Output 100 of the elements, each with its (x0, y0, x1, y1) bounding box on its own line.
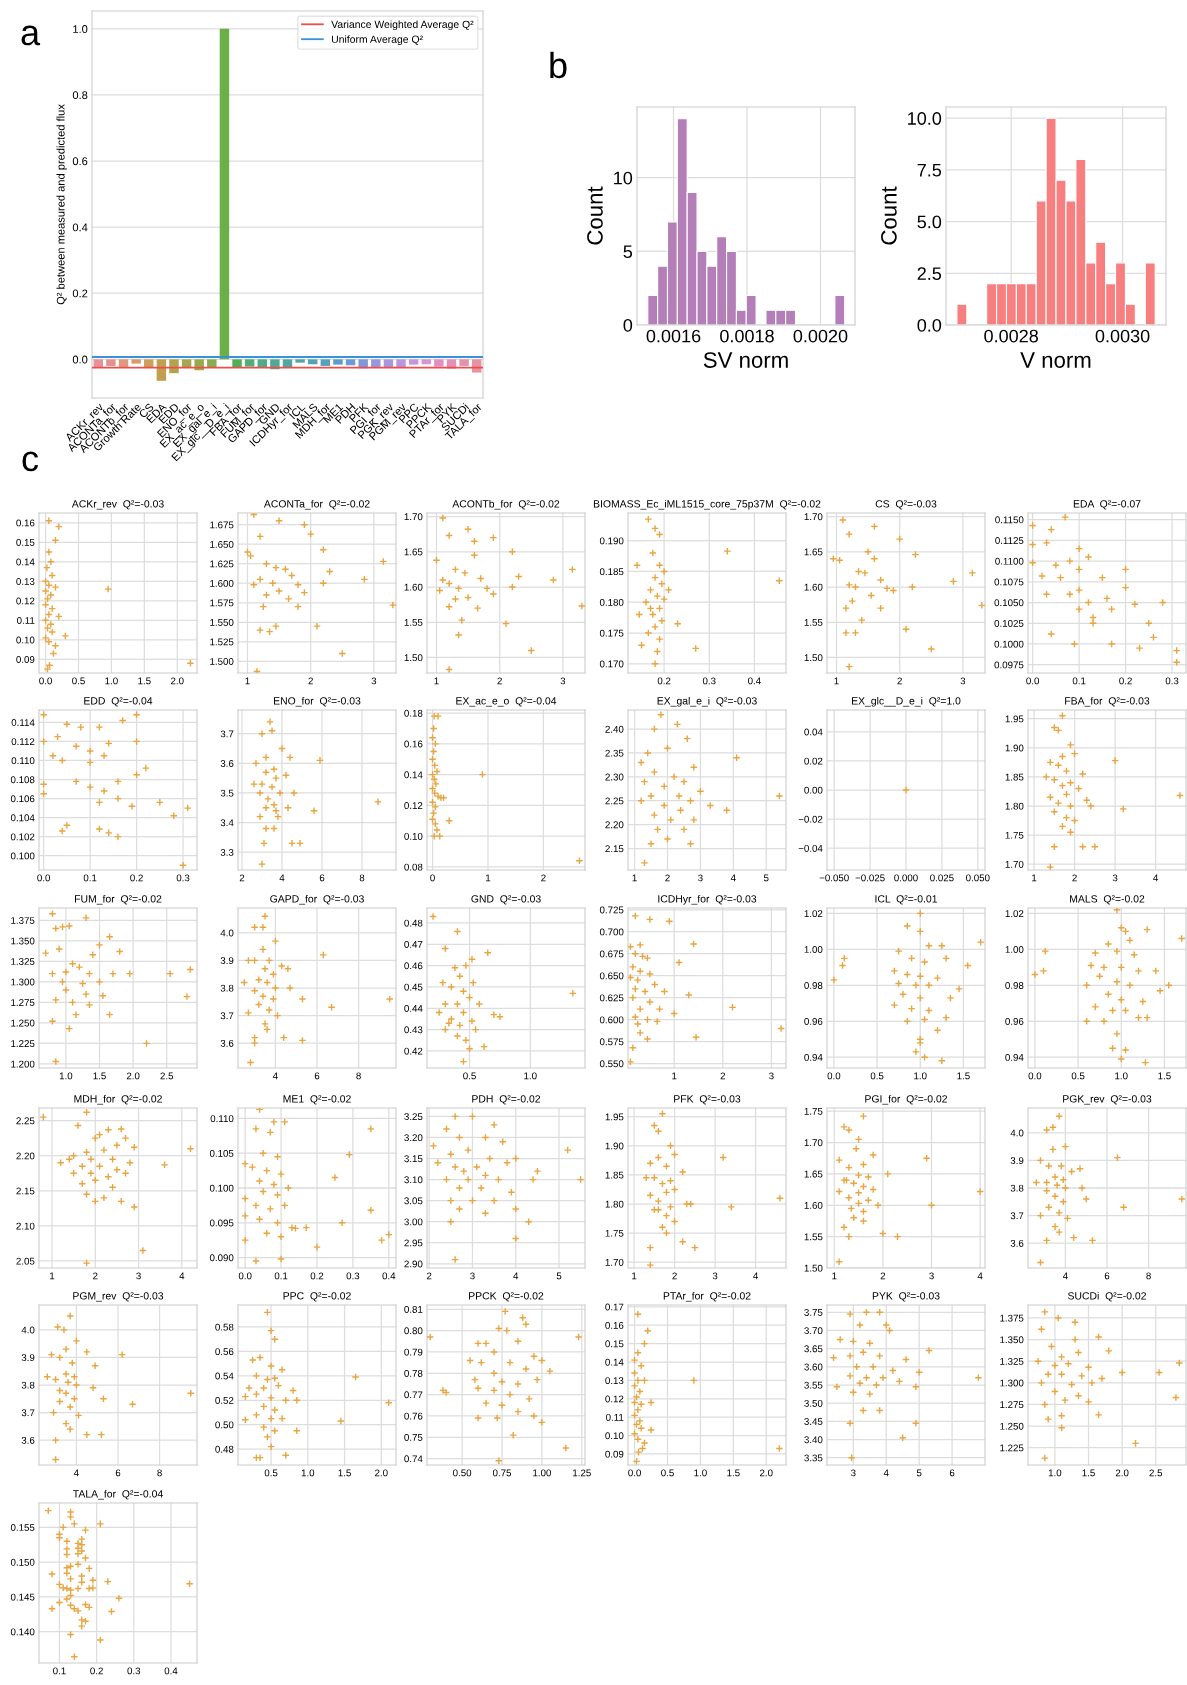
point (976, 1187, 985, 1196)
chart-title: FBA_for Q²=-0.03 (1065, 696, 1150, 707)
point (647, 1398, 655, 1407)
point (446, 1196, 455, 1205)
point (637, 1361, 646, 1370)
point (261, 1019, 269, 1028)
point (525, 1394, 534, 1403)
point (1091, 1002, 1100, 1011)
point (77, 1535, 86, 1544)
point (114, 1594, 123, 1603)
point (66, 1508, 75, 1516)
point (942, 1013, 951, 1022)
point (1078, 1184, 1087, 1192)
x-tick-label: 0.0 (628, 1469, 641, 1477)
y-tick-label: 2.15 (605, 845, 624, 853)
point (860, 568, 869, 577)
point (66, 1586, 75, 1594)
point (911, 1419, 920, 1428)
point (855, 1379, 864, 1388)
point (271, 937, 280, 946)
point (118, 1350, 127, 1359)
point (1075, 544, 1084, 553)
point (252, 759, 260, 768)
point (836, 1335, 845, 1344)
x-tick-label: 2.0 (1115, 1469, 1129, 1477)
point (645, 998, 654, 1007)
y-tick-label: 1.50 (804, 1264, 823, 1272)
point (1040, 1307, 1049, 1316)
point (62, 1595, 71, 1603)
x-tick-label: 2 (665, 874, 670, 882)
point (835, 1257, 844, 1266)
point (1055, 1208, 1064, 1217)
point (628, 962, 637, 971)
point (529, 1175, 538, 1184)
point (104, 828, 113, 837)
point (665, 917, 674, 926)
y-tick-label: 1.90 (1005, 744, 1024, 752)
x-tick-label: 1.5 (727, 1469, 740, 1477)
point (1076, 1164, 1084, 1173)
y-tick-label: 0.190 (599, 537, 624, 545)
y-tick-label: 0.12 (605, 1395, 624, 1403)
x-tick-label: 2.0 (126, 1072, 140, 1080)
point (62, 1544, 71, 1553)
y-tick-label: 0.79 (404, 1348, 423, 1356)
y-tick-label: 0.100 (10, 852, 35, 860)
point (451, 1162, 460, 1171)
y-tick-label: 3.8 (1010, 1184, 1024, 1192)
point (62, 1550, 71, 1559)
point (696, 787, 705, 796)
y-tick-label: 1.650 (210, 540, 234, 548)
point (651, 524, 660, 533)
point (460, 568, 469, 577)
point (650, 811, 659, 820)
point (96, 1519, 105, 1528)
point (1107, 640, 1116, 648)
point (1112, 947, 1121, 956)
point (1084, 1397, 1093, 1406)
point (637, 758, 646, 767)
chart-title: ACONTb_for Q²=-0.02 (452, 499, 560, 510)
point (298, 995, 307, 1003)
y-tick-label: 0.10 (605, 1432, 624, 1440)
point (39, 789, 48, 798)
x-tick-label: 3 (712, 1272, 718, 1280)
point (574, 1333, 583, 1341)
x-tick-label: 2 (497, 677, 502, 685)
point (1042, 538, 1051, 547)
point (924, 941, 933, 950)
point (453, 1032, 462, 1040)
point (72, 777, 81, 786)
point (506, 1358, 514, 1367)
x-tick-label: 1.0 (59, 1072, 73, 1080)
x-tick-label: 2.5 (160, 1072, 174, 1080)
point (104, 585, 113, 594)
x-tick-label: 0.4 (748, 677, 761, 685)
point (854, 1171, 863, 1180)
point (75, 963, 84, 972)
point (1084, 552, 1093, 561)
point (70, 1519, 79, 1528)
point (250, 1039, 259, 1048)
point (1070, 640, 1079, 648)
point (72, 1336, 81, 1345)
point (127, 802, 136, 811)
point (514, 1379, 522, 1388)
point (58, 977, 67, 986)
point (633, 561, 641, 570)
point (91, 1134, 100, 1143)
y-tick-label: 0.2 (72, 289, 88, 298)
point (633, 1348, 642, 1357)
y-tick-label: 0.1025 (994, 619, 1024, 627)
y-tick-label: 4.0 (21, 1326, 35, 1334)
chart-title: PDH Q²=-0.02 (472, 1095, 541, 1105)
point (1051, 1222, 1059, 1231)
x-tick-label: 8 (359, 874, 365, 882)
point (246, 551, 255, 560)
y-tick-label: −0.04 (798, 844, 823, 852)
point (846, 1419, 854, 1428)
y-tick-label: 1.300 (1000, 1379, 1024, 1387)
point (267, 1414, 276, 1423)
point (640, 858, 649, 867)
point (51, 1436, 60, 1445)
